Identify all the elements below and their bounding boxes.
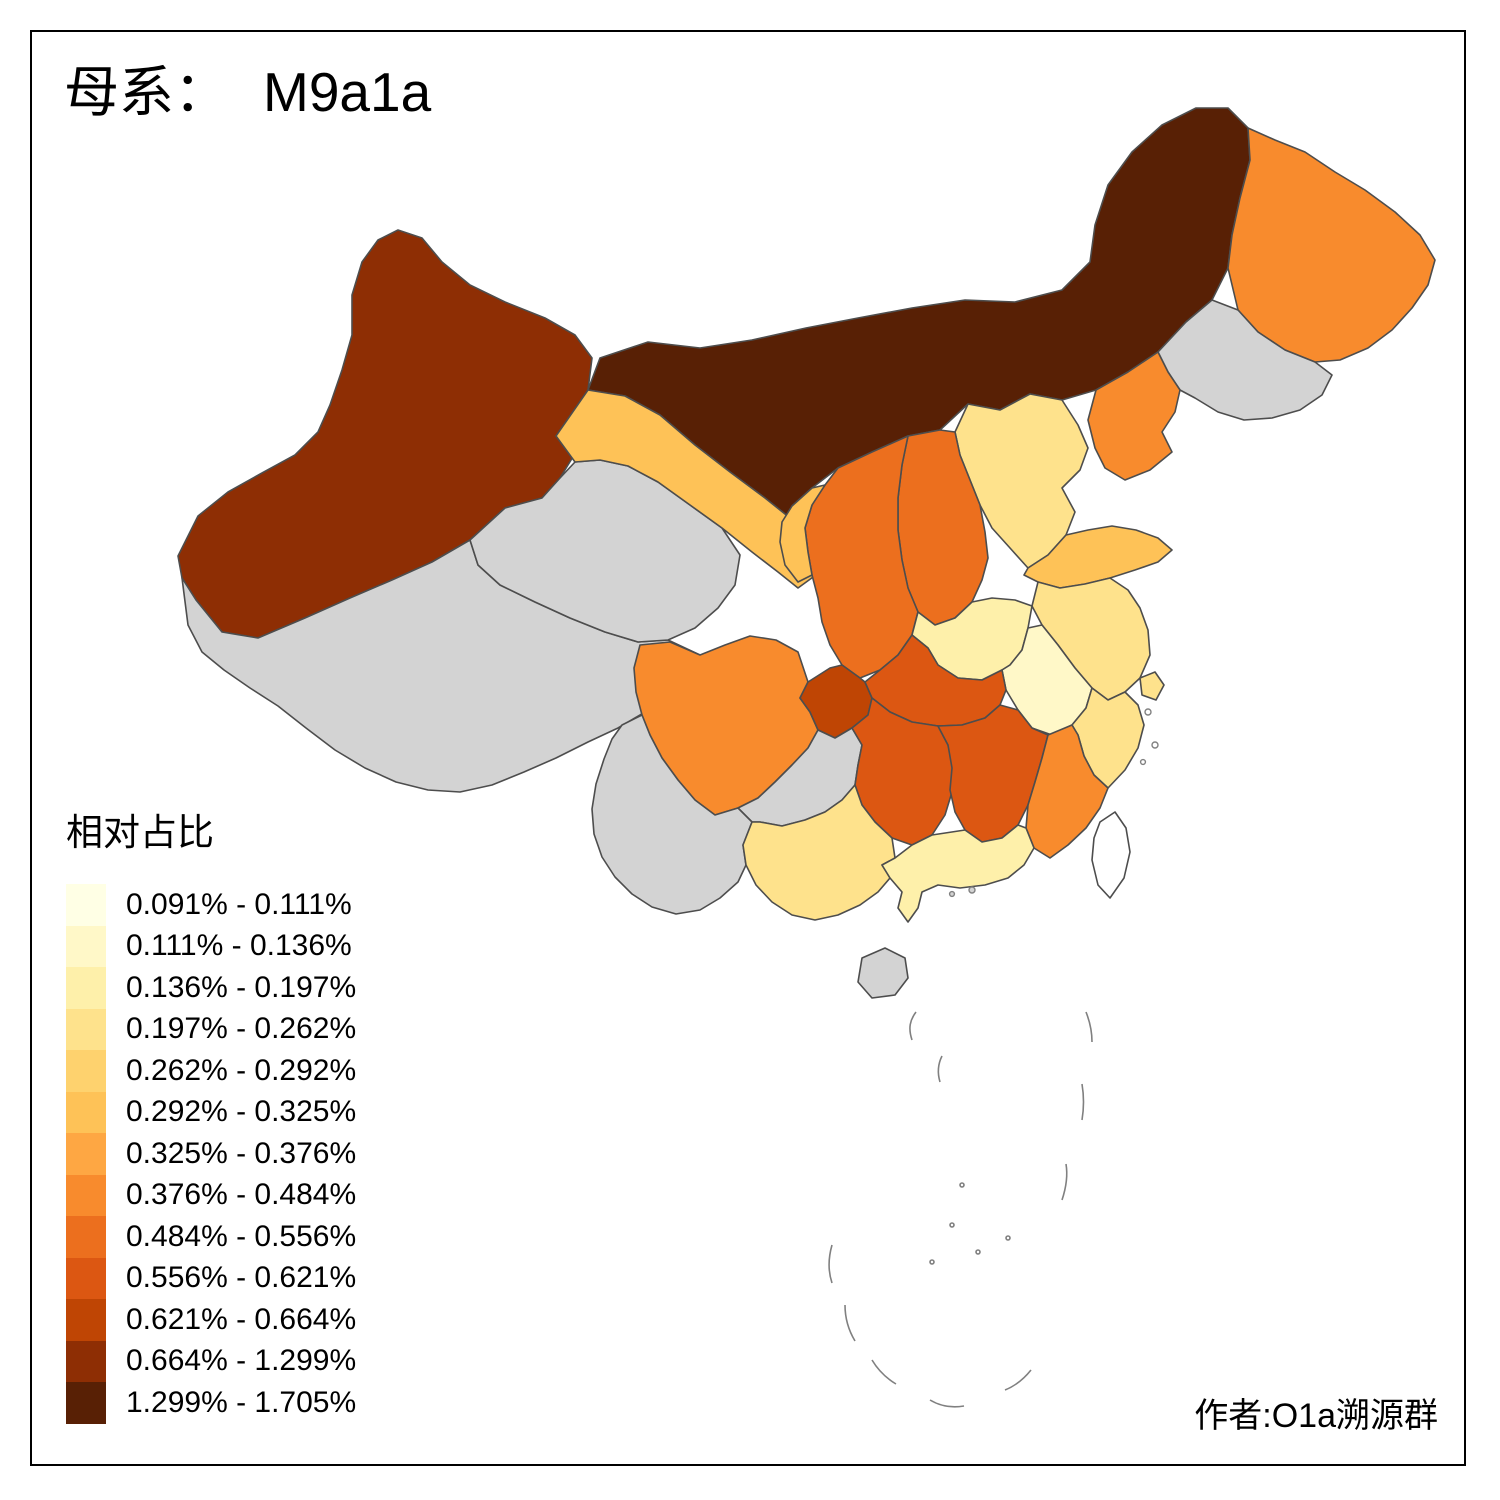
- province-hainan: [857, 947, 909, 999]
- legend-row: 0.111% - 0.136%: [66, 925, 356, 967]
- author-credit: 作者:O1a溯源群: [1194, 1397, 1438, 1435]
- province-ningxia: [779, 484, 826, 583]
- legend-swatch: [66, 1091, 106, 1133]
- legend-row: 0.484% - 0.556%: [66, 1216, 356, 1258]
- legend-title: 相对占比: [66, 812, 214, 853]
- province-liaoning: [1087, 351, 1181, 481]
- legend-row: 0.325% - 0.376%: [66, 1133, 356, 1175]
- legend-row: 0.292% - 0.325%: [66, 1091, 357, 1133]
- legend-row: 0.376% - 0.484%: [66, 1174, 357, 1216]
- province-yunnan: [591, 714, 753, 915]
- province-fujian: [1025, 724, 1109, 859]
- legend-label: 0.664% - 1.299%: [126, 1344, 357, 1378]
- legend-label: 0.484% - 0.556%: [126, 1219, 357, 1253]
- legend-label: 0.262% - 0.292%: [126, 1053, 357, 1087]
- legend-row: 0.136% - 0.197%: [66, 967, 356, 1009]
- province-shanghai: [1139, 671, 1165, 701]
- legend-swatch: [66, 1299, 106, 1341]
- legend-label: 0.111% - 0.136%: [126, 929, 352, 963]
- province-jilin: [1157, 299, 1333, 421]
- legend-row: 0.556% - 0.621%: [66, 1257, 357, 1299]
- province-heilongjiang: [1227, 127, 1436, 363]
- legend-swatch: [66, 1133, 106, 1175]
- coastal-islands: [948, 708, 1159, 898]
- legend-swatch: [66, 925, 106, 967]
- legend-label: 0.292% - 0.325%: [126, 1095, 357, 1129]
- province-guangdong: [881, 824, 1035, 923]
- legend-swatch: [66, 1174, 106, 1216]
- legend-row: 1.299% - 1.705%: [66, 1382, 356, 1424]
- page-title: 母系： M9a1a: [64, 62, 431, 122]
- legend-swatch: [66, 1257, 106, 1299]
- title-haplogroup: M9a1a: [263, 61, 432, 123]
- province-taiwan: [1091, 811, 1131, 899]
- legend-label: 0.621% - 0.664%: [126, 1302, 357, 1336]
- legend: 相对占比 0.091% - 0.111% 0.111% - 0.136% 0.1…: [66, 802, 356, 1424]
- legend-row: 0.664% - 1.299%: [66, 1340, 357, 1382]
- legend-row: 0.197% - 0.262%: [66, 1008, 357, 1050]
- legend-swatch: [66, 1050, 106, 1092]
- legend-label: 0.091% - 0.111%: [126, 887, 352, 921]
- legend-swatch: [66, 1382, 106, 1424]
- legend-label: 0.136% - 0.197%: [126, 970, 357, 1004]
- legend-swatch: [66, 1340, 106, 1382]
- legend-swatch: [66, 967, 106, 1009]
- legend-swatch: [66, 884, 106, 926]
- legend-label: 0.325% - 0.376%: [126, 1136, 357, 1170]
- legend-row: 0.262% - 0.292%: [66, 1050, 356, 1092]
- legend-row: 0.621% - 0.664%: [66, 1299, 356, 1341]
- south-china-sea-dashes: [828, 1011, 1093, 1408]
- province-gansu: [555, 389, 821, 589]
- legend-row: 0.091% - 0.111%: [66, 884, 356, 926]
- title-prefix: 母系：: [64, 61, 230, 123]
- legend-swatch: [66, 1216, 106, 1258]
- legend-label: 0.556% - 0.621%: [126, 1261, 357, 1295]
- legend-swatch: [66, 1008, 106, 1050]
- legend-label: 1.299% - 1.705%: [126, 1385, 357, 1419]
- legend-label: 0.197% - 0.262%: [126, 1012, 357, 1046]
- legend-label: 0.376% - 0.484%: [126, 1178, 357, 1212]
